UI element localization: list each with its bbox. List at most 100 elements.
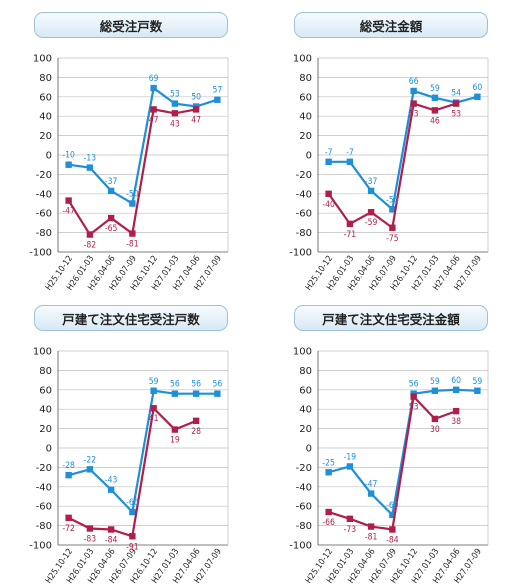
data-label: -25: [322, 458, 335, 468]
data-label: -84: [105, 535, 118, 545]
data-label: 46: [430, 116, 440, 126]
data-label: -65: [105, 224, 118, 234]
data-label: -7: [346, 148, 354, 158]
data-label: -7: [325, 148, 333, 158]
data-point: [410, 87, 417, 95]
chart-title: 総受注金額: [294, 12, 488, 38]
chart-panel-2: 総受注金額 100 80 60 40 20 0 -20 -40 -60 -80 -100 H25.10…: [260, 0, 520, 293]
data-point: [214, 390, 221, 397]
data-label: 60: [451, 376, 461, 386]
data-point: [65, 514, 72, 522]
data-point: [150, 387, 157, 394]
y-tick-label: -100: [289, 541, 312, 552]
y-tick-label: 0: [306, 444, 312, 455]
y-tick-label: -80: [36, 228, 52, 239]
y-tick-label: -20: [36, 170, 52, 181]
line-chart: 100806040200-20-40-60-80-100H25.10-12H26…: [289, 54, 489, 293]
series-line: [328, 388, 478, 518]
data-label: 53: [451, 110, 461, 120]
data-label: 43: [170, 119, 180, 129]
series-line: [328, 89, 478, 212]
data-label: 28: [191, 427, 201, 437]
y-tick-label: -100: [29, 248, 52, 259]
data-point: [389, 224, 396, 231]
data-label: -28: [62, 461, 75, 471]
y-tick-label: 20: [299, 131, 312, 142]
data-label: -40: [322, 200, 335, 210]
data-label: 47: [149, 115, 159, 125]
y-tick-label: -40: [296, 482, 312, 493]
data-label: 41: [149, 414, 159, 424]
y-tick-label: 100: [33, 54, 52, 65]
data-label: 19: [170, 436, 180, 446]
chart-title: 総受注戸数: [34, 12, 228, 38]
data-label: -10: [62, 151, 75, 161]
y-tick-label: 0: [306, 151, 312, 162]
data-label: -66: [322, 518, 335, 528]
data-point: [86, 164, 94, 171]
data-label: -47: [62, 207, 75, 217]
data-point: [107, 486, 115, 493]
y-tick-label: 60: [39, 92, 52, 103]
y-tick-label: -60: [296, 502, 312, 513]
data-point: [367, 209, 375, 216]
data-label: -73: [344, 525, 357, 535]
data-point: [129, 533, 136, 540]
data-label: -84: [386, 535, 399, 545]
data-label: 59: [430, 377, 440, 387]
data-label: 50: [191, 93, 201, 103]
data-label: 60: [473, 83, 483, 93]
data-point: [410, 393, 417, 400]
chart-title: 戸建て注文住宅受注戸数: [34, 305, 228, 331]
y-tick-label: 80: [39, 73, 52, 84]
data-label: -22: [84, 455, 97, 465]
data-label: 69: [149, 74, 159, 84]
data-label: 53: [409, 110, 419, 120]
y-tick-label: 40: [39, 112, 52, 123]
data-label: -75: [386, 234, 399, 244]
data-label: 59: [430, 84, 440, 94]
data-point: [65, 161, 72, 168]
y-tick-label: 80: [299, 366, 312, 377]
data-label: 66: [409, 77, 419, 87]
data-point: [65, 197, 72, 204]
y-tick-label: -40: [36, 482, 52, 493]
data-point: [325, 190, 332, 197]
data-point: [389, 526, 396, 533]
data-point: [65, 471, 72, 479]
data-point: [452, 386, 460, 393]
y-tick-label: 100: [293, 54, 312, 65]
y-tick-label: 60: [299, 92, 312, 103]
data-label: -59: [365, 218, 378, 228]
data-label: -43: [105, 476, 118, 486]
data-label: 47: [191, 115, 201, 125]
data-point: [325, 508, 332, 516]
data-point: [171, 110, 179, 117]
data-label: -81: [365, 533, 378, 543]
data-point: [431, 415, 439, 423]
data-point: [346, 515, 354, 523]
chart-panel-3: 戸建て注文住宅受注戸数 100 80 60 40 20 0 -20 -40 -60 -80 -100…: [0, 293, 260, 586]
y-tick-label: -100: [289, 248, 312, 259]
chart-panel-4: 戸建て注文住宅受注金額 100 80 60 40 20 0 -20 -40 -60 -80 -100…: [260, 293, 520, 586]
y-tick-label: 60: [39, 385, 52, 396]
data-point: [474, 387, 481, 394]
data-label: 53: [170, 90, 180, 100]
data-point: [346, 220, 354, 228]
y-tick-label: -60: [36, 209, 52, 220]
data-point: [129, 508, 136, 516]
data-label: -50: [126, 190, 139, 200]
data-label: -47: [365, 480, 378, 490]
y-tick-label: -80: [296, 521, 312, 532]
data-label: -56: [386, 195, 399, 205]
data-label: -72: [62, 524, 75, 534]
data-label: -91: [126, 542, 139, 552]
data-point: [171, 390, 179, 397]
line-chart: 100806040200-20-40-60-80-100H25.10-12H26…: [29, 54, 229, 293]
data-point: [367, 523, 375, 530]
y-tick-label: -20: [36, 463, 52, 474]
data-point: [192, 417, 200, 425]
y-tick-label: 40: [299, 112, 312, 123]
data-point: [129, 230, 136, 237]
y-tick-label: 60: [299, 385, 312, 396]
